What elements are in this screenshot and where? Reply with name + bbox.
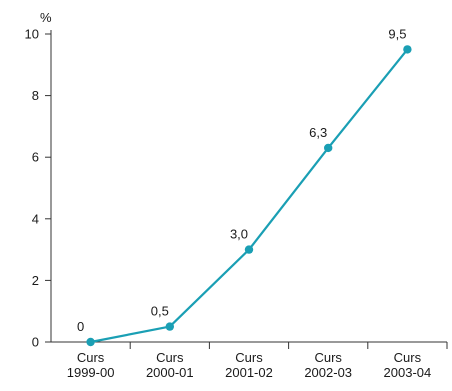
x-tick-label: Curs — [394, 350, 422, 365]
series-layer: 0 0,5 3,0 6,3 9,5 — [77, 26, 412, 347]
data-label: 3,0 — [230, 227, 248, 242]
data-point — [86, 337, 95, 347]
y-tick-label: 6 — [32, 150, 39, 165]
x-tick-label: Curs — [235, 350, 263, 365]
y-tick-label: 2 — [32, 273, 39, 288]
x-tick-label: 2003-04 — [384, 365, 432, 380]
data-point — [165, 322, 174, 331]
x-tick-label: Curs — [156, 350, 184, 365]
data-point — [403, 45, 412, 54]
data-point — [324, 143, 333, 153]
series-line — [90, 48, 409, 344]
y-tick-label: 8 — [32, 88, 39, 103]
y-tick-label: 4 — [32, 211, 39, 226]
x-tick-label: Curs — [77, 350, 105, 365]
y-axis-unit-label: % — [40, 10, 52, 25]
y-axis: 0 2 4 6 8 10 — [25, 27, 51, 350]
x-tick-label: Curs — [314, 350, 342, 365]
x-axis: Curs1999-00Curs2000-01Curs2001-02Curs200… — [67, 342, 448, 380]
data-label: 0 — [77, 319, 84, 334]
data-label: 6,3 — [309, 125, 327, 140]
data-label: 9,5 — [388, 26, 406, 41]
x-tick-label: 2000-01 — [146, 365, 194, 380]
x-tick-label: 2002-03 — [304, 365, 352, 380]
x-tick-label: 1999-00 — [67, 365, 115, 380]
y-tick-label: 0 — [32, 335, 39, 350]
x-tick-label: 2001-02 — [225, 365, 273, 380]
axes — [50, 30, 447, 343]
data-label: 0,5 — [151, 304, 169, 319]
y-tick-label: 10 — [25, 27, 39, 42]
data-point — [244, 245, 254, 254]
